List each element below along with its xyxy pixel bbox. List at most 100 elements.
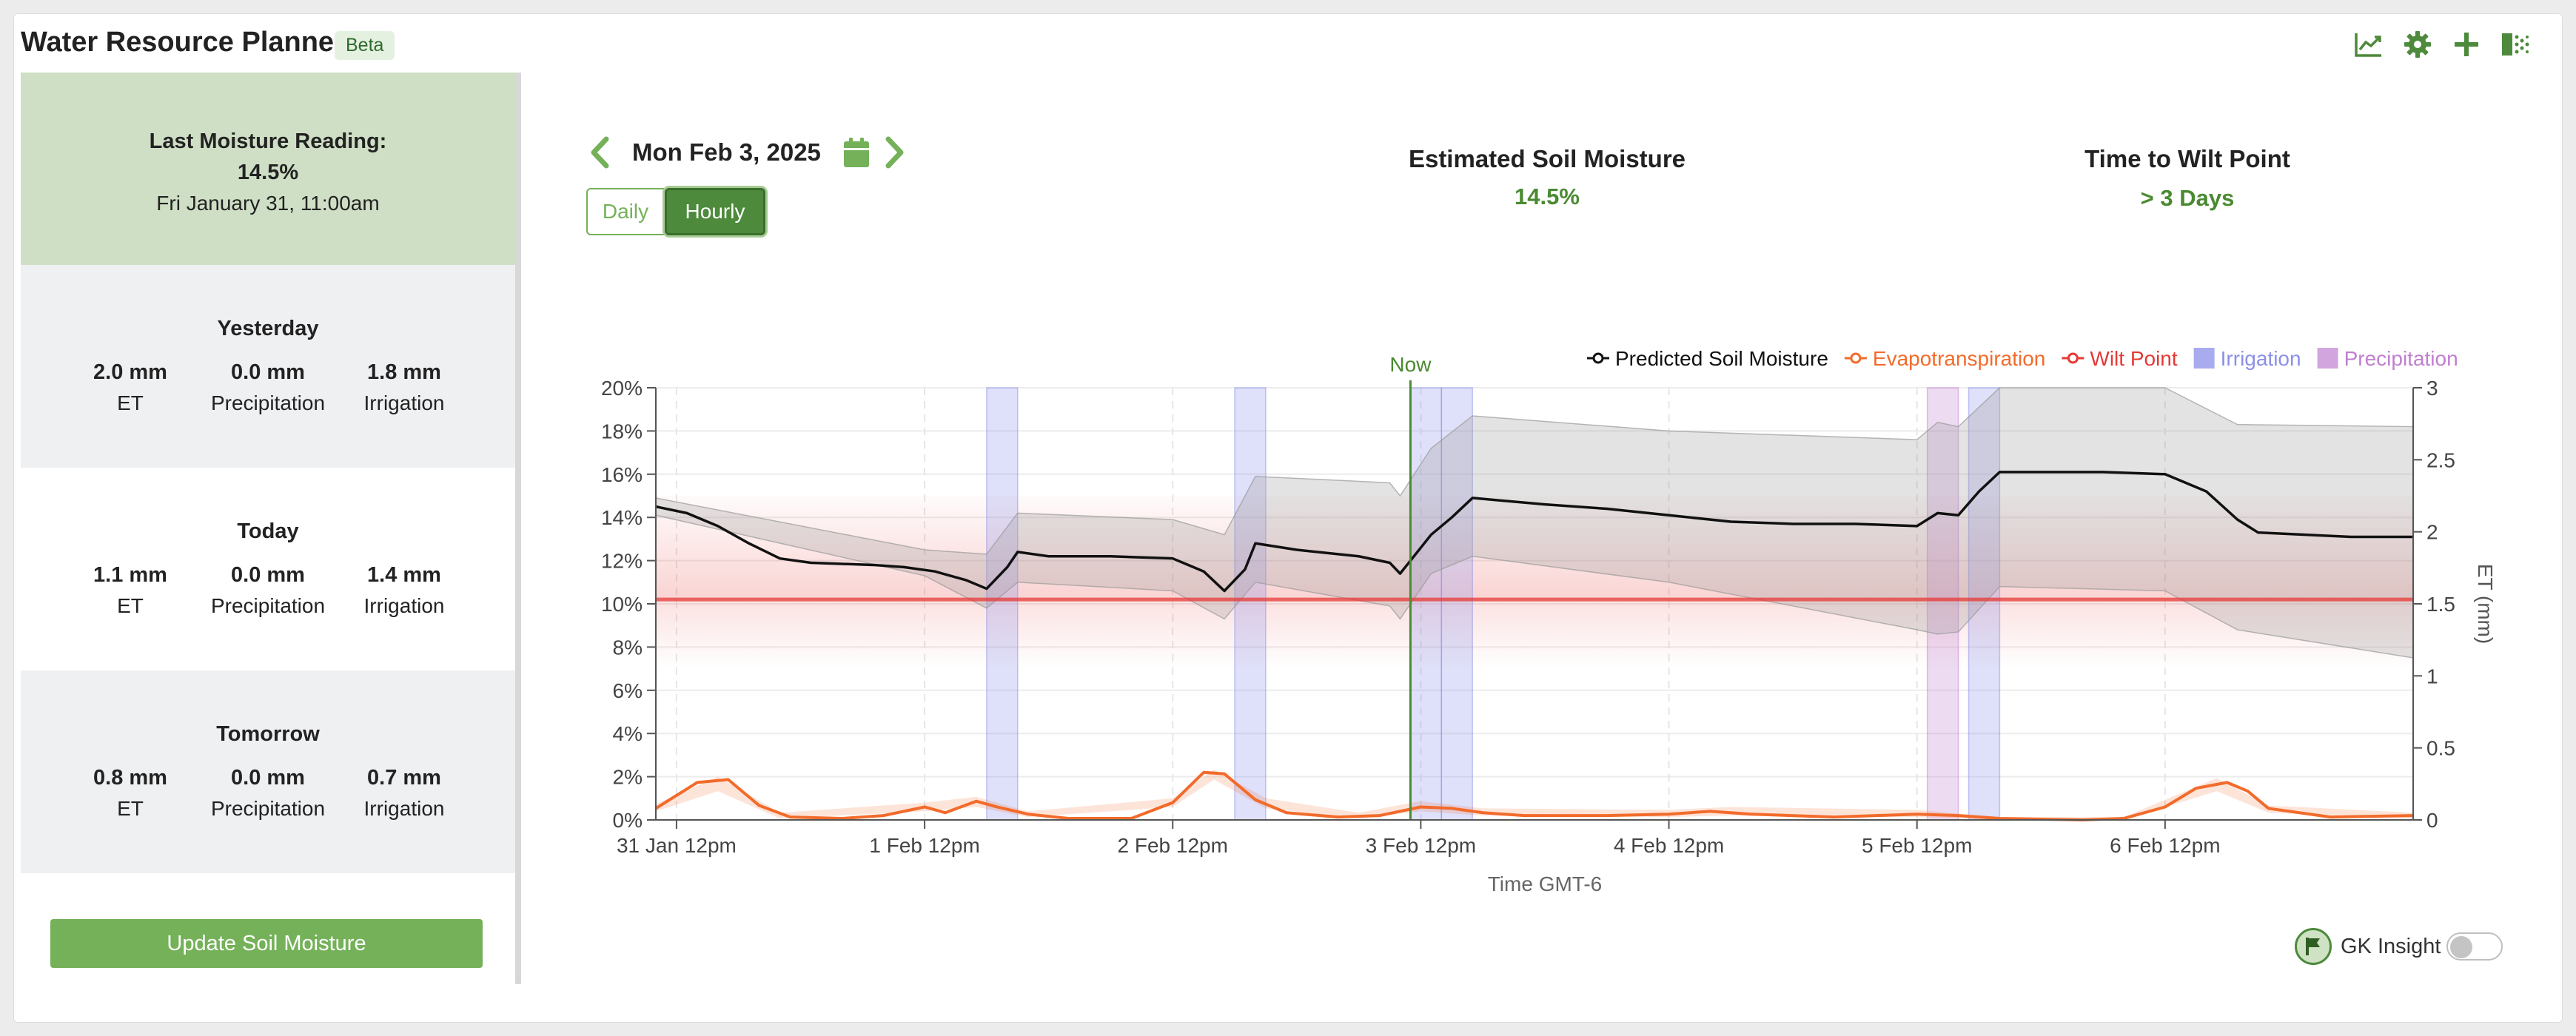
y2-tick-label: 3	[2426, 377, 2438, 400]
sidebar-divider	[515, 73, 521, 984]
stat-title: Time to Wilt Point	[2084, 145, 2290, 172]
x-tick-label: 3 Feb 12pm	[1366, 834, 1476, 857]
day-summary-today: Today 1.1 mm ET 0.0 mm Precipitation 1.4…	[21, 468, 515, 670]
metric-precipitation: 0.0 mm Precipitation	[194, 357, 342, 419]
daily-toggle[interactable]: Daily	[586, 188, 665, 235]
legend-square-marker	[2317, 348, 2338, 369]
y-tick-label: 14%	[601, 506, 643, 529]
chevron-right-icon	[885, 136, 904, 169]
toolbar-icons	[2354, 30, 2530, 59]
x-tick-label: 31 Jan 12pm	[617, 834, 737, 857]
y-tick-label: 4%	[613, 722, 643, 745]
metric-label: ET	[117, 594, 144, 617]
metric-precipitation: 0.0 mm Precipitation	[194, 762, 342, 824]
metric-label: Precipitation	[210, 797, 326, 820]
prev-day-button[interactable]	[585, 132, 614, 173]
y-tick-label: 2%	[613, 766, 643, 789]
metric-label: Precipitation	[210, 391, 326, 414]
precipitation-band	[1926, 387, 1959, 821]
wilt-zone-below	[656, 599, 2413, 669]
estimated-soil-moisture: Estimated Soil Moisture 14.5%	[1377, 145, 1717, 210]
y-tick-label: 12%	[601, 550, 643, 573]
day-name: Yesterday	[217, 317, 319, 340]
metric-et: 2.0 mm ET	[56, 357, 204, 419]
metric-value: 0.0 mm	[231, 563, 305, 587]
legend-point-marker	[2067, 352, 2079, 364]
calendar-icon[interactable]	[842, 135, 871, 170]
app-title: Water Resource Planner	[21, 27, 345, 58]
gk-insight-toggle[interactable]	[2446, 932, 2503, 961]
x-tick-label: 6 Feb 12pm	[2110, 834, 2220, 857]
y2-tick-label: 0.5	[2426, 737, 2455, 760]
update-soil-moisture-button[interactable]: Update Soil Moisture	[50, 919, 483, 968]
gear-icon[interactable]	[2403, 30, 2432, 59]
stat-value: > 3 Days	[2140, 185, 2235, 211]
x-tick-label: 2 Feb 12pm	[1118, 834, 1228, 857]
current-date: Mon Feb 3, 2025	[632, 138, 821, 166]
y2-tick-label: 1.5	[2426, 593, 2455, 616]
metric-value: 0.0 mm	[231, 360, 305, 384]
et-confidence-band	[656, 769, 2413, 820]
metric-value: 0.8 mm	[93, 766, 167, 790]
metric-irrigation: 0.7 mm Irrigation	[330, 762, 478, 824]
legend-item-label: Evapotranspiration	[1873, 347, 2045, 370]
et-series-line	[654, 770, 2414, 821]
chart-line-icon[interactable]	[2354, 30, 2384, 59]
y-tick-label: 6%	[613, 679, 643, 702]
time-to-wilt-point: Time to Wilt Point > 3 Days	[2050, 145, 2324, 212]
y-tick-label: 8%	[613, 636, 643, 659]
metric-label: Irrigation	[363, 797, 445, 820]
stat-value: 14.5%	[1515, 184, 1580, 209]
irrigation-band	[1409, 387, 1443, 821]
x-tick-label: 5 Feb 12pm	[1862, 834, 1972, 857]
x-tick-label: 4 Feb 12pm	[1614, 834, 1724, 857]
next-day-button[interactable]	[880, 132, 910, 173]
y2-tick-label: 0	[2426, 809, 2438, 832]
wilt-zone-above	[656, 496, 2413, 600]
metric-label: Precipitation	[210, 594, 326, 617]
y-tick-label: 18%	[601, 420, 643, 443]
date-navigator: Mon Feb 3, 2025	[585, 132, 910, 173]
view-toggle: Daily Hourly	[586, 188, 765, 235]
toggle-knob	[2450, 936, 2473, 958]
metric-value: 1.1 mm	[93, 563, 167, 587]
y2-tick-label: 2.5	[2426, 448, 2455, 471]
metric-value: 0.0 mm	[231, 766, 305, 790]
y-tick-label: 0%	[613, 809, 643, 832]
day-summary-tomorrow: Tomorrow 0.8 mm ET 0.0 mm Precipitation …	[21, 670, 515, 873]
legend-item-label: Irrigation	[2221, 347, 2301, 370]
metric-label: ET	[117, 391, 144, 414]
y-tick-label: 16%	[601, 463, 643, 486]
export-icon[interactable]	[2500, 30, 2530, 59]
metric-et: 1.1 mm ET	[56, 559, 204, 622]
irrigation-band	[1234, 387, 1267, 821]
predicted-moisture-line	[655, 471, 2413, 593]
x-axis-label: Time GMT-6	[1488, 872, 1603, 895]
summary-sidebar: Last Moisture Reading: 14.5% Fri January…	[21, 73, 527, 984]
y2-tick-label: 2	[2426, 521, 2438, 544]
day-summary-yesterday: Yesterday 2.0 mm ET 0.0 mm Precipitation…	[21, 265, 515, 468]
metric-et: 0.8 mm ET	[56, 762, 204, 824]
x-tick-label: 1 Feb 12pm	[869, 834, 979, 857]
metric-label: Irrigation	[363, 594, 445, 617]
soil-moisture-chart: 0% 2% 4% 6% 8% 10% 12% 14% 16% 18% 20% 31 Jan 12pm 1…	[601, 347, 2497, 895]
metric-value: 2.0 mm	[93, 360, 167, 384]
beta-badge: Beta	[335, 31, 395, 60]
plus-icon[interactable]	[2452, 30, 2481, 59]
legend-point-marker	[1592, 352, 1604, 364]
last-reading-panel: Last Moisture Reading: 14.5% Fri January…	[21, 73, 515, 265]
chevron-left-icon	[591, 136, 609, 169]
day-name: Today	[237, 519, 299, 543]
last-reading-label: Last Moisture Reading:	[149, 130, 387, 153]
hourly-toggle[interactable]: Hourly	[665, 188, 765, 235]
now-label: Now	[1389, 353, 1432, 376]
y2-axis-label: ET (mm)	[2474, 564, 2497, 644]
flag-icon	[2295, 928, 2332, 965]
gk-insight-control: GK Insight	[2295, 928, 2503, 965]
metric-value: 1.4 mm	[367, 563, 441, 587]
metric-label: ET	[117, 797, 144, 820]
y-tick-label: 20%	[601, 377, 643, 400]
legend-item-label: Precipitation	[2344, 347, 2458, 370]
last-reading-timestamp: Fri January 31, 11:00am	[156, 192, 380, 215]
y-tick-label: 10%	[601, 593, 643, 616]
